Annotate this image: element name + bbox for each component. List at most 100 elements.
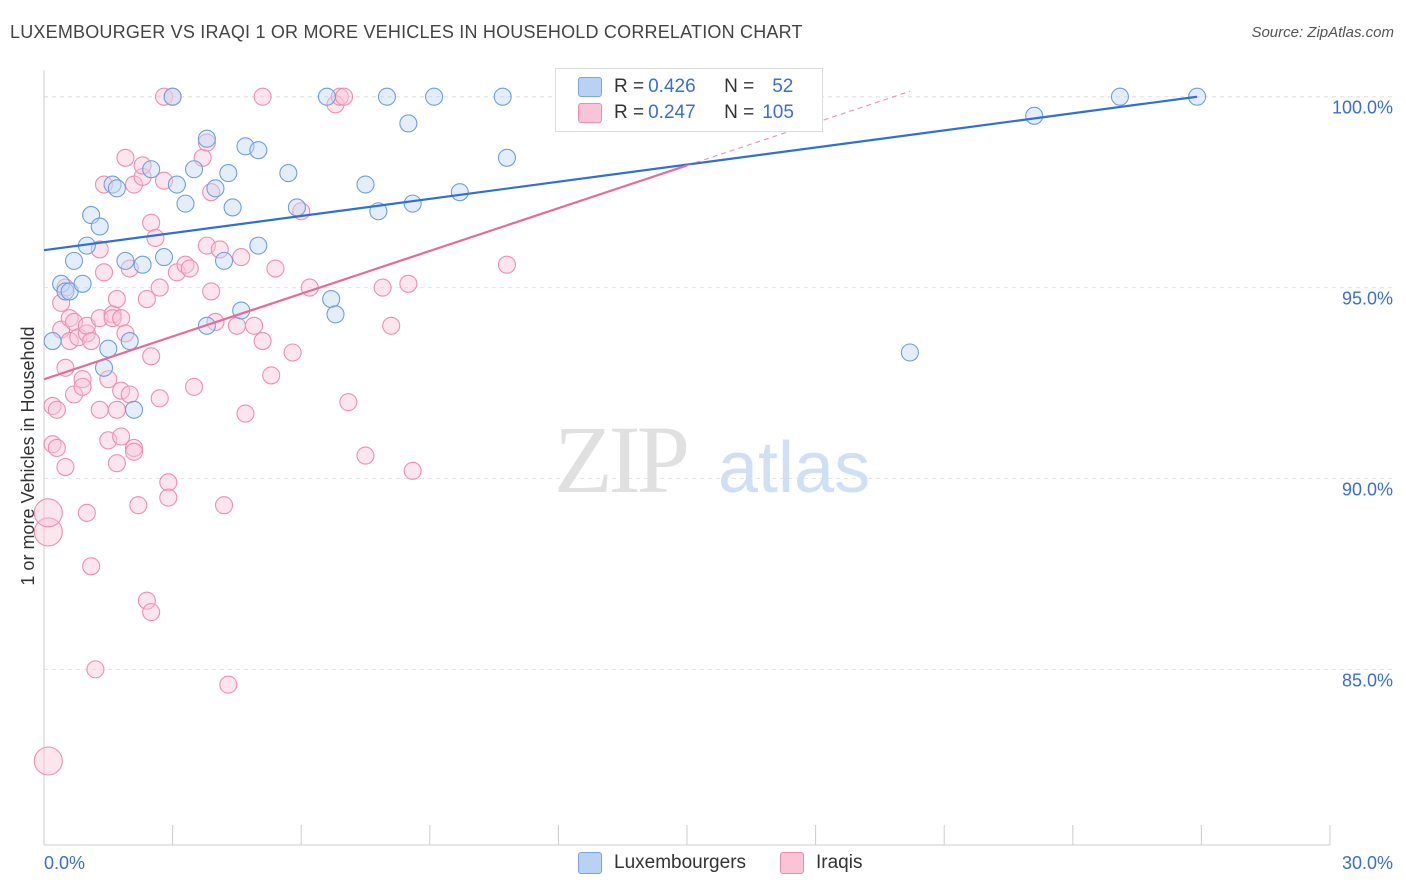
y-tick-labels: 85.0% 90.0% 95.0% 100.0% xyxy=(1332,98,1393,691)
luxembourger-point xyxy=(116,251,135,270)
iraqi-point xyxy=(112,427,131,446)
x-tick-label: 30.0% xyxy=(1342,853,1393,873)
iraqi-point xyxy=(47,400,66,419)
iraqi-point xyxy=(137,290,156,309)
series-legend: Luxembourgers Iraqis xyxy=(0,852,1406,878)
iraqi-point xyxy=(112,309,131,328)
y-tick-label: 90.0% xyxy=(1342,479,1393,499)
iraqi-point xyxy=(356,446,375,465)
iraqi-point xyxy=(82,557,101,576)
luxembourger-point xyxy=(107,179,126,198)
iraqi-point xyxy=(86,660,105,679)
series-swatch-iraqis xyxy=(780,852,804,874)
luxembourger-point xyxy=(326,305,345,324)
iraqi-point xyxy=(107,400,126,419)
iraqi-point xyxy=(120,385,139,404)
luxembourger-point xyxy=(356,175,375,194)
iraqi-point xyxy=(124,438,144,458)
iraqi-point xyxy=(159,488,178,507)
luxembourger-point xyxy=(56,282,75,301)
iraqi-point xyxy=(82,332,101,351)
iraqi-point xyxy=(159,473,178,492)
y-tick-label: 85.0% xyxy=(1342,670,1393,690)
luxembourger-point xyxy=(493,87,512,106)
iraqi-point xyxy=(253,332,272,351)
luxembourger-trend-line xyxy=(43,95,1198,252)
luxembourger-point xyxy=(1110,87,1130,106)
luxembourger-points xyxy=(43,87,1207,419)
series-legend-label: Iraqis xyxy=(816,852,863,873)
iraqi-point xyxy=(99,370,118,389)
trend-lines xyxy=(43,90,1198,381)
iraqi-point xyxy=(497,255,517,274)
iraqi-point xyxy=(184,377,204,396)
luxembourger-point xyxy=(1025,106,1044,125)
iraqi-point xyxy=(214,496,234,515)
iraqi-point xyxy=(133,156,152,175)
luxembourger-point xyxy=(223,198,242,217)
iraqi-point xyxy=(202,282,221,301)
iraqi-point xyxy=(150,278,169,297)
legend-n-value: 105 xyxy=(762,102,794,123)
legend-swatch-luxembourgers xyxy=(578,77,602,97)
luxembourger-point xyxy=(377,87,396,106)
iraqi-point xyxy=(253,87,272,106)
iraqi-point xyxy=(227,316,246,335)
legend-r-value: 0.426 xyxy=(648,76,696,97)
series-legend-iraqis[interactable]: Iraqis xyxy=(780,852,862,874)
y-tick-label: 100.0% xyxy=(1332,98,1393,118)
stats-legend: R = 0.426 N = 52 R = 0.247 N = 105 xyxy=(555,68,823,132)
iraqi-point xyxy=(137,591,156,610)
iraqi-point xyxy=(90,400,109,419)
legend-swatch-iraqis xyxy=(578,103,602,123)
luxembourger-point xyxy=(120,332,139,351)
luxembourger-point xyxy=(163,87,182,106)
series-legend-luxembourgers[interactable]: Luxembourgers xyxy=(578,852,746,874)
legend-n-label: N = xyxy=(724,102,755,123)
luxembourger-point xyxy=(142,160,161,179)
iraqi-point xyxy=(56,457,75,477)
iraqi-point xyxy=(146,228,165,248)
iraqi-point xyxy=(107,290,126,309)
luxembourger-point xyxy=(124,400,144,419)
luxembourger-point xyxy=(322,290,341,309)
iraqi-point xyxy=(266,259,285,278)
luxembourger-point xyxy=(197,129,216,148)
luxembourger-point xyxy=(73,274,92,293)
luxembourger-point xyxy=(317,87,336,106)
chart-title: LUXEMBOURGER VS IRAQI 1 OR MORE VEHICLES… xyxy=(10,22,803,42)
iraqi-point xyxy=(73,377,92,396)
iraqi-point xyxy=(382,316,401,335)
x-tick-label: 0.0% xyxy=(44,853,85,873)
legend-r-label: R = xyxy=(614,76,645,97)
iraqi-point xyxy=(403,461,422,480)
iraqi-point xyxy=(180,259,199,278)
iraqi-point xyxy=(33,746,63,776)
iraqi-point xyxy=(33,498,63,528)
luxembourger-point xyxy=(154,248,174,267)
luxembourger-point xyxy=(167,175,186,194)
luxembourger-point xyxy=(279,164,298,183)
iraqi-point xyxy=(142,213,161,232)
luxembourger-point xyxy=(450,183,469,202)
iraqi-point xyxy=(142,347,161,366)
luxembourger-point xyxy=(399,114,418,133)
iraqi-point xyxy=(142,603,161,622)
luxembourger-point xyxy=(249,236,268,255)
luxembourger-point xyxy=(206,179,225,198)
iraqi-point xyxy=(399,274,418,293)
axes xyxy=(43,70,1331,846)
luxembourger-point xyxy=(176,194,195,213)
iraqi-points xyxy=(33,87,517,776)
luxembourger-point xyxy=(249,141,268,160)
iraqi-trend-line xyxy=(43,164,688,381)
iraqi-point xyxy=(219,675,238,694)
iraqi-point xyxy=(210,240,229,259)
iraqi-point xyxy=(112,381,131,400)
iraqi-point xyxy=(77,503,96,522)
luxembourger-point xyxy=(90,217,109,236)
iraqi-point xyxy=(335,87,354,106)
luxembourger-point xyxy=(900,343,919,362)
luxembourger-point xyxy=(214,251,234,270)
